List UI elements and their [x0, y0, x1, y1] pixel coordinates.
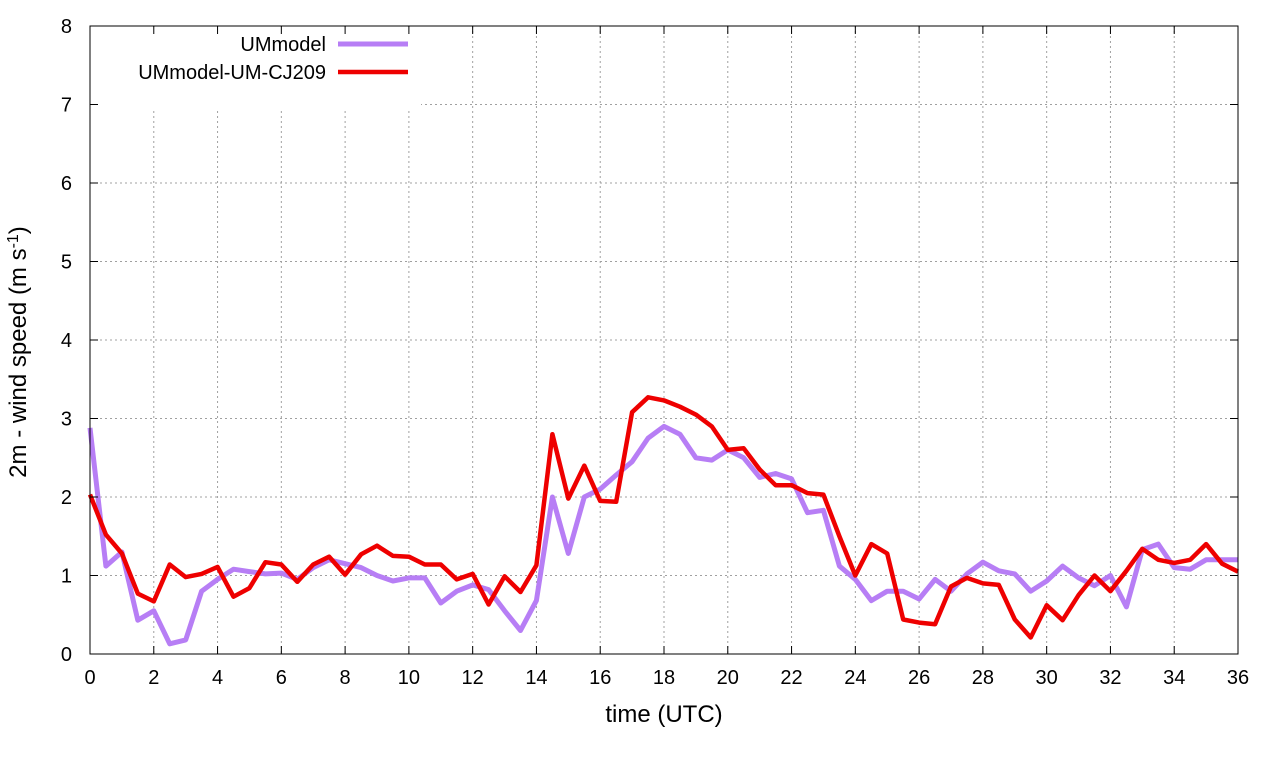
x-axis-label: time (UTC): [605, 701, 722, 728]
y-tick-label: 2: [61, 487, 72, 509]
series-lines: [87, 395, 1240, 647]
x-tick-label: 32: [1099, 667, 1121, 689]
x-tick-label: 20: [717, 667, 739, 689]
y-axis-label-main: 2m - wind speed (m s: [5, 248, 32, 477]
y-axis-label-close: ): [5, 226, 32, 234]
x-tick-label: 16: [589, 667, 611, 689]
legend-box: [91, 27, 421, 111]
series-line-2: [87, 395, 1240, 640]
legend: UMmodel UMmodel-UM-CJ209: [138, 34, 408, 84]
grid-lines: [90, 26, 1238, 654]
y-tick-label: 1: [61, 566, 72, 588]
y-axis-label: 2m - wind speed (m s-1): [5, 226, 33, 478]
x-tick-label: 12: [462, 667, 484, 689]
y-tick-label: 5: [61, 252, 72, 274]
y-tick-label: 4: [61, 330, 72, 352]
x-tick-label: 8: [340, 667, 351, 689]
x-tick-label: 24: [844, 667, 866, 689]
x-tick-label: 26: [908, 667, 930, 689]
x-tick-label: 30: [1036, 667, 1058, 689]
x-tick-label: 18: [653, 667, 675, 689]
x-tick-label: 4: [212, 667, 223, 689]
x-tick-label: 2: [148, 667, 159, 689]
axis-ticks: 0 2 4 6 8 10 12 14 16 18 20 22 24 26 28 30 32 34 360123456…: [61, 16, 1249, 689]
y-axis-label-superscript: -1: [5, 234, 22, 248]
x-tick-label: 28: [972, 667, 994, 689]
y-tick-label: 6: [61, 173, 72, 195]
series-line-1: [87, 423, 1238, 647]
y-tick-label: 3: [61, 409, 72, 431]
x-tick-label: 14: [525, 667, 547, 689]
legend-label-2: UMmodel-UM-CJ209: [138, 62, 326, 84]
x-tick-label: 22: [780, 667, 802, 689]
x-tick-label: 10: [398, 667, 420, 689]
x-tick-label: 34: [1163, 667, 1185, 689]
y-tick-label: 8: [61, 16, 72, 38]
y-tick-label: 7: [61, 95, 72, 117]
x-tick-label: 0: [84, 667, 95, 689]
legend-label-1: UMmodel: [240, 34, 326, 56]
x-tick-label: 6: [276, 667, 287, 689]
y-tick-label: 0: [61, 644, 72, 666]
x-tick-label: 36: [1227, 667, 1249, 689]
